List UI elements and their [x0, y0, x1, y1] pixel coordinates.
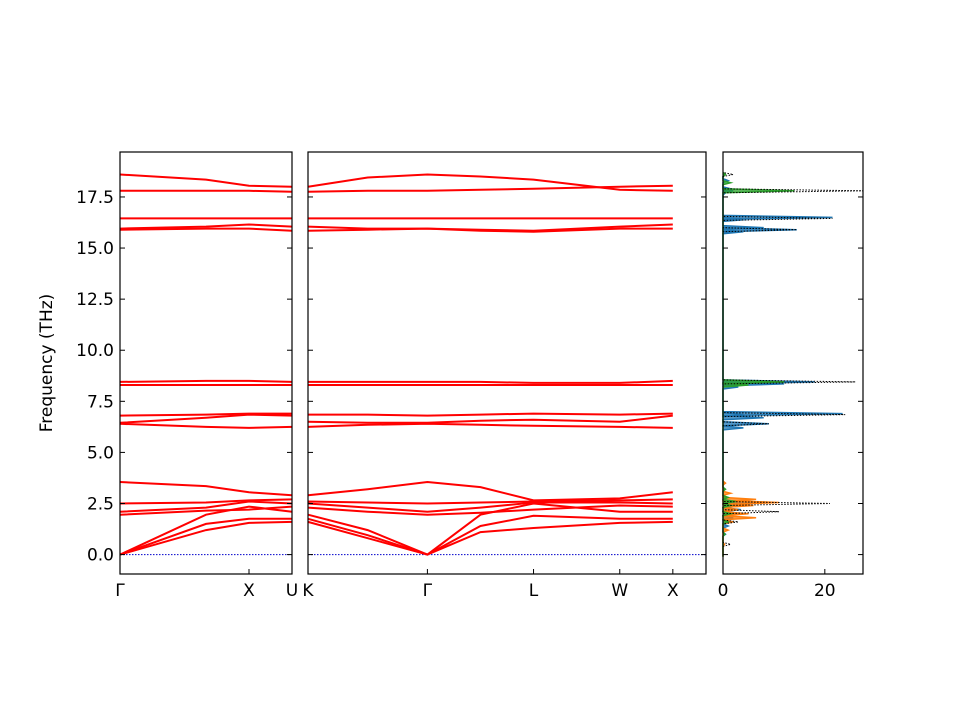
phonon-band [307, 514, 673, 556]
dos-x-tick-label: 20 [814, 581, 836, 601]
y-tick-label: 7.5 [87, 392, 114, 412]
band-panel-gamma-x-u: 0.0 2.5 5.0 7.5 10.0 12.5 15.0 17.5 Γ X U [76, 151, 298, 601]
phonon-band [307, 422, 673, 429]
phonon-band [307, 184, 673, 193]
x-tick-label: X [243, 581, 255, 601]
x-tick-label: U [286, 581, 298, 601]
x-tick-label: K [302, 581, 314, 601]
phonon-band [307, 502, 673, 556]
phonon-band [308, 412, 673, 417]
y-tick-label: 12.5 [76, 290, 114, 310]
phonon-band [307, 520, 673, 556]
y-axis-label: Frequency (THz) [37, 294, 57, 433]
y-tick-label: 2.5 [87, 494, 114, 514]
phonon-band [119, 505, 293, 516]
x-tick-label: W [611, 581, 628, 601]
phonon-band [307, 480, 673, 502]
x-tick-label: X [667, 581, 679, 601]
phonon-band [119, 517, 292, 556]
phonon-band [307, 173, 673, 192]
phonon-band [119, 498, 293, 505]
phonon-band [307, 414, 673, 424]
phonon-band [119, 379, 293, 383]
phonon-band [308, 379, 673, 384]
y-tick-label: 15.0 [76, 239, 114, 259]
phonon-band [119, 412, 292, 417]
axes-frame [119, 151, 293, 575]
phonon-band [307, 501, 673, 513]
phonon-band [119, 422, 293, 429]
phonon-band [119, 413, 293, 424]
axes-frame [307, 151, 707, 575]
dos-axes-frame [722, 151, 864, 575]
phonon-band [119, 500, 293, 513]
y-tick-label: 0.0 [87, 546, 114, 566]
dos-x-tick-label: 0 [718, 581, 729, 601]
phonon-band [120, 189, 293, 193]
y-tick-label: 5.0 [87, 443, 114, 463]
phonon-band [119, 520, 293, 556]
phonon-band [307, 504, 673, 516]
dos-partial-series [722, 480, 780, 557]
dos-panel: 0 20 [718, 151, 864, 601]
x-tick-label: L [529, 581, 539, 601]
phonon-band [119, 227, 293, 232]
phonon-band [119, 223, 293, 230]
phonon-band [307, 223, 673, 232]
phonon-band [119, 173, 293, 188]
x-tick-label: Γ [115, 581, 125, 601]
phonon-band [119, 481, 293, 497]
phonon-band [307, 498, 673, 505]
x-tick-label: Γ [423, 581, 433, 601]
y-tick-label: 17.5 [76, 188, 114, 208]
y-tick-label: 10.0 [76, 341, 114, 361]
